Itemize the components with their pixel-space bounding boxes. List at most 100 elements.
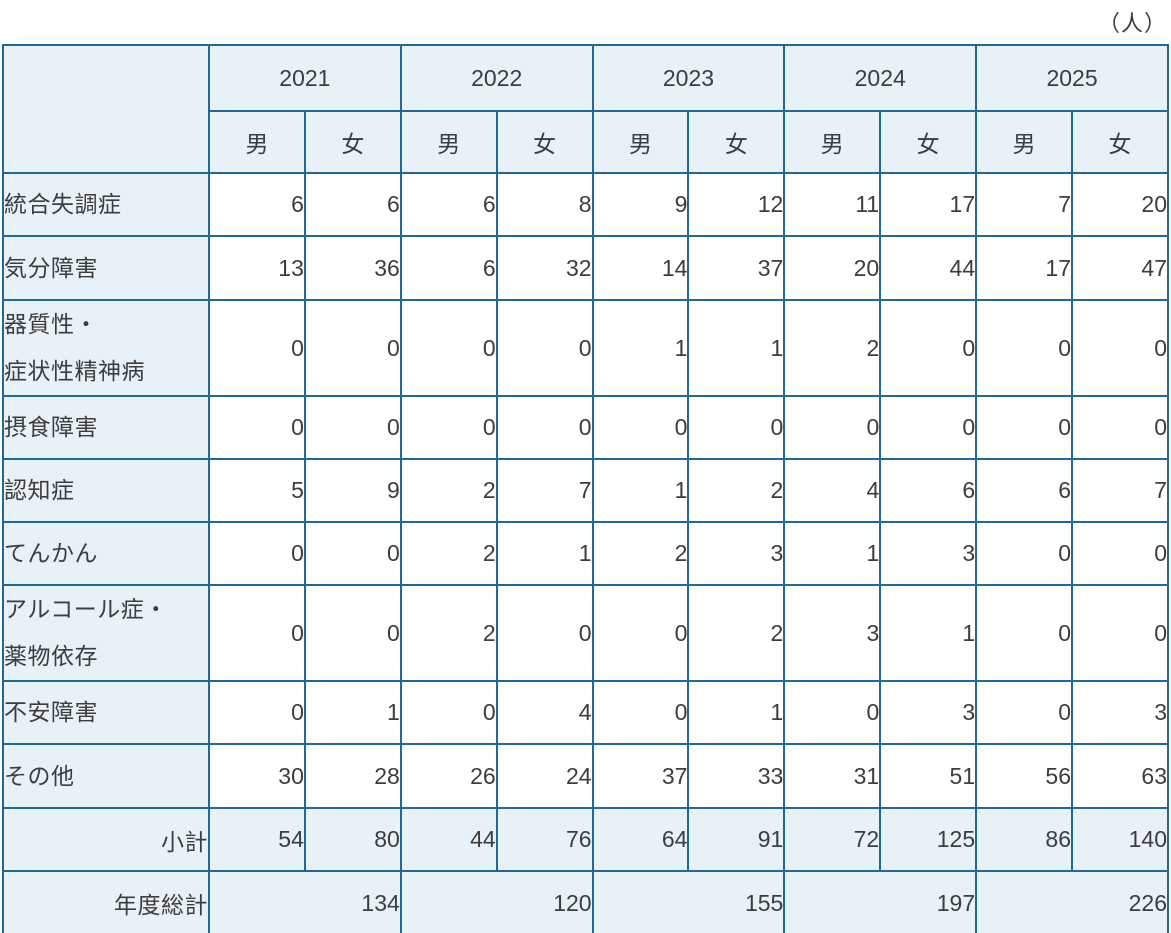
value-cell: 12 — [687, 172, 786, 237]
year-header: 2024 — [783, 44, 978, 112]
value-cell: 0 — [1071, 584, 1169, 682]
subtotal-cell: 54 — [208, 807, 306, 872]
value-cell: 1 — [591, 458, 690, 523]
value-cell: 0 — [1071, 299, 1169, 397]
value-cell: 0 — [303, 584, 402, 682]
value-cell: 2 — [591, 521, 690, 586]
table-row: 不安障害 0 1 0 4 0 1 0 3 0 3 — [2, 680, 1169, 745]
value-cell: 51 — [879, 743, 978, 809]
value-cell: 0 — [975, 299, 1074, 397]
subtotal-cell: 86 — [975, 807, 1074, 872]
value-cell: 33 — [687, 743, 786, 809]
gender-header: 女 — [495, 110, 594, 174]
grand-total-cell: 134 — [208, 870, 402, 933]
value-cell: 2 — [399, 584, 498, 682]
subtotal-cell: 64 — [591, 807, 690, 872]
value-cell: 0 — [783, 395, 882, 460]
value-cell: 17 — [975, 235, 1074, 301]
table-row: 摂食障害 0 0 0 0 0 0 0 0 0 0 — [2, 395, 1169, 460]
value-cell: 28 — [303, 743, 402, 809]
value-cell: 14 — [591, 235, 690, 301]
value-cell: 37 — [687, 235, 786, 301]
value-cell: 0 — [399, 299, 498, 397]
value-cell: 1 — [687, 299, 786, 397]
row-label: 統合失調症 — [2, 172, 210, 237]
year-header: 2025 — [975, 44, 1169, 112]
row-label: その他 — [2, 743, 210, 809]
subtotal-cell: 72 — [783, 807, 882, 872]
value-cell: 0 — [495, 584, 594, 682]
year-header-row: 2021 2022 2023 2024 2025 — [2, 44, 1169, 174]
year-header: 2023 — [591, 44, 786, 112]
row-label: 認知症 — [2, 458, 210, 523]
year-header: 2021 — [208, 44, 402, 112]
grand-total-cell: 197 — [783, 870, 978, 933]
year-header: 2022 — [399, 44, 594, 112]
value-cell: 0 — [303, 395, 402, 460]
gender-header: 男 — [591, 110, 690, 174]
value-cell: 0 — [975, 680, 1074, 745]
value-cell: 0 — [303, 521, 402, 586]
value-cell: 0 — [687, 395, 786, 460]
gender-header: 男 — [975, 110, 1074, 174]
value-cell: 4 — [495, 680, 594, 745]
value-cell: 0 — [591, 680, 690, 745]
value-cell: 32 — [495, 235, 594, 301]
table-row: アルコール症・ 薬物依存 0 0 2 0 0 2 3 1 0 0 — [2, 584, 1169, 682]
subtotal-cell: 140 — [1071, 807, 1169, 872]
value-cell: 11 — [783, 172, 882, 237]
value-cell: 2 — [783, 299, 882, 397]
value-cell: 0 — [208, 299, 306, 397]
value-cell: 0 — [208, 680, 306, 745]
value-cell: 6 — [975, 458, 1074, 523]
value-cell: 0 — [975, 584, 1074, 682]
subtotal-label: 小計 — [2, 807, 210, 872]
value-cell: 1 — [879, 584, 978, 682]
value-cell: 0 — [399, 395, 498, 460]
value-cell: 2 — [399, 458, 498, 523]
value-cell: 31 — [783, 743, 882, 809]
gender-header: 女 — [687, 110, 786, 174]
value-cell: 8 — [495, 172, 594, 237]
value-cell: 7 — [1071, 458, 1169, 523]
table-row: 認知症 5 9 2 7 1 2 4 6 6 7 — [2, 458, 1169, 523]
subtotal-cell: 125 — [879, 807, 978, 872]
value-cell: 7 — [975, 172, 1074, 237]
value-cell: 0 — [208, 395, 306, 460]
grand-total-cell: 155 — [591, 870, 786, 933]
patients-by-diagnosis-table: 2021 2022 2023 2024 2025 男 女 男 女 男 女 男 女… — [2, 44, 1169, 933]
value-cell: 17 — [879, 172, 978, 237]
gender-header: 女 — [303, 110, 402, 174]
value-cell: 0 — [975, 521, 1074, 586]
grand-total-cell: 226 — [975, 870, 1169, 933]
value-cell: 6 — [303, 172, 402, 237]
value-cell: 0 — [303, 299, 402, 397]
subtotal-row: 小計 54 80 44 76 64 91 72 125 86 140 — [2, 807, 1169, 872]
grand-total-row: 年度総計 134 120 155 197 226 — [2, 870, 1169, 933]
value-cell: 37 — [591, 743, 690, 809]
table-row: 器質性・ 症状性精神病 0 0 0 0 1 1 2 0 0 0 — [2, 299, 1169, 397]
table-row: その他 30 28 26 24 37 33 31 51 56 63 — [2, 743, 1169, 809]
value-cell: 9 — [303, 458, 402, 523]
value-cell: 6 — [879, 458, 978, 523]
corner-cell — [2, 44, 210, 174]
value-cell: 20 — [1071, 172, 1169, 237]
value-cell: 63 — [1071, 743, 1169, 809]
row-label: 不安障害 — [2, 680, 210, 745]
value-cell: 13 — [208, 235, 306, 301]
value-cell: 4 — [783, 458, 882, 523]
value-cell: 3 — [879, 521, 978, 586]
value-cell: 6 — [208, 172, 306, 237]
gender-header: 男 — [399, 110, 498, 174]
value-cell: 0 — [208, 521, 306, 586]
value-cell: 6 — [399, 235, 498, 301]
subtotal-cell: 91 — [687, 807, 786, 872]
value-cell: 2 — [687, 458, 786, 523]
table-row: てんかん 0 0 2 1 2 3 1 3 0 0 — [2, 521, 1169, 586]
table-row: 気分障害 13 36 6 32 14 37 20 44 17 47 — [2, 235, 1169, 301]
row-label: 気分障害 — [2, 235, 210, 301]
value-cell: 44 — [879, 235, 978, 301]
value-cell: 20 — [783, 235, 882, 301]
value-cell: 1 — [783, 521, 882, 586]
